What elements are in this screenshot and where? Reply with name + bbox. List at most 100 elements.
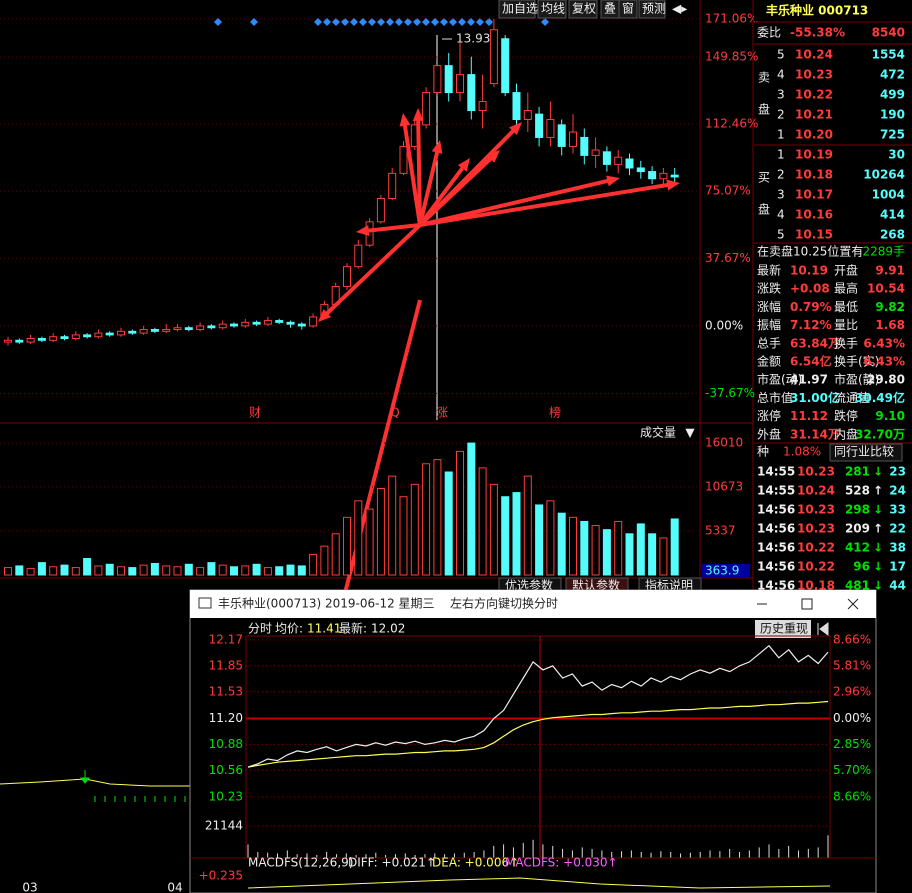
candle-body <box>546 119 555 138</box>
level: 3 <box>777 188 785 202</box>
y-tick-label: 10.88 <box>209 737 243 751</box>
y-tick-label: 10673 <box>705 480 743 494</box>
stat-value: 10.54 <box>867 282 905 296</box>
sector-label: 种 <box>757 445 769 459</box>
candle-body <box>94 332 103 338</box>
volume-bar <box>117 566 125 576</box>
buy-label: 盘 <box>758 202 770 217</box>
signal-diamond <box>377 18 385 26</box>
tick-direction: ↓ <box>873 465 883 479</box>
compare-bg[interactable] <box>829 443 903 462</box>
average-line <box>247 700 829 768</box>
candle-body <box>444 65 453 94</box>
tab[interactable]: 优选参数 <box>505 578 553 593</box>
level-price: 10.17 <box>795 188 833 202</box>
annotation-arrow <box>402 120 422 226</box>
close-button[interactable] <box>847 598 859 610</box>
volume-bar <box>670 518 679 576</box>
peak-label: 13.93 <box>456 32 490 46</box>
stat-label: 流通值 <box>834 390 870 405</box>
last-label: 最新: <box>339 621 367 636</box>
tick-direction: ↑ <box>873 522 883 536</box>
tick-price: 10.22 <box>797 541 835 555</box>
tab[interactable]: 默认参数 <box>572 578 620 593</box>
toolbar-button-bg[interactable] <box>618 0 638 19</box>
toolbar-button[interactable]: 预测 <box>642 2 666 16</box>
annotation-arrow <box>418 147 441 226</box>
y-tick-label-pct: 2.85% <box>833 737 871 751</box>
maximize-button[interactable] <box>801 598 813 610</box>
level-price: 10.22 <box>795 88 833 102</box>
candle-body <box>309 316 318 327</box>
event-marker: 榜 <box>549 405 561 420</box>
level-volume: 725 <box>880 128 905 142</box>
toolbar-button[interactable]: 加自选 <box>502 2 538 16</box>
volume-bar <box>602 529 611 576</box>
stat-label: 金额 <box>757 354 781 369</box>
replay-button[interactable]: 历史重现 <box>760 622 808 636</box>
annotation-arrow <box>416 115 422 226</box>
tick-count: 17 <box>889 560 906 574</box>
candle-body <box>196 325 205 331</box>
annotation-arrow-head <box>457 158 470 172</box>
tick-direction: ↓ <box>873 560 883 574</box>
toolbar-arrow[interactable]: ◀▸ <box>672 2 687 16</box>
sell-label: 盘 <box>758 102 770 117</box>
toolbar-button-bg[interactable] <box>568 0 598 19</box>
sell-label: 卖 <box>758 71 770 85</box>
toolbar-button[interactable]: 复权 <box>572 2 596 16</box>
signal-diamond <box>341 18 349 26</box>
toolbar-button-bg[interactable] <box>537 0 567 19</box>
volume-bar <box>456 450 464 576</box>
toolbar-button-bg[interactable] <box>498 0 536 19</box>
volume-bar <box>196 567 205 576</box>
level-price: 10.18 <box>795 168 833 182</box>
dropdown-icon[interactable]: ▼ <box>685 426 695 440</box>
last-value: 12.02 <box>371 622 405 636</box>
signal-diamond <box>323 18 331 26</box>
level: 1 <box>777 148 785 162</box>
candle-body <box>659 172 668 180</box>
level-volume: 10264 <box>863 168 905 182</box>
current-value-bg <box>702 564 750 578</box>
tick-volume: 281 <box>845 465 870 479</box>
candle-body <box>625 158 634 169</box>
toolbar-button[interactable]: 叠 <box>604 2 616 16</box>
compare-button[interactable]: 同行业比较 <box>834 444 894 459</box>
signal-diamond <box>359 18 367 26</box>
signal-diamond <box>214 18 222 26</box>
candle-body <box>354 244 363 268</box>
replay-icon[interactable] <box>817 622 829 636</box>
indicator-select[interactable]: 成交量 <box>640 425 676 440</box>
price-line <box>247 644 829 768</box>
tick-count: 38 <box>889 541 906 555</box>
toolbar-button[interactable]: 窗 <box>622 2 634 16</box>
signal-diamond <box>449 18 457 26</box>
stat-label: 涨跌 <box>757 281 781 296</box>
volume-bar <box>320 545 329 576</box>
stat-value: 31.14万 <box>790 427 840 441</box>
stat-value: 41.97 <box>790 373 828 387</box>
stat-label: 外盘 <box>757 426 781 441</box>
macd-label: DEA: +0.006↑ <box>432 856 519 870</box>
volume-bar <box>15 565 24 576</box>
popup-title: 丰乐种业(000713) 2019-06-12 星期三 <box>218 597 435 611</box>
annotation-arrow <box>322 223 422 318</box>
tick-direction: ↓ <box>873 503 883 517</box>
stat-value: 31.00亿 <box>790 390 840 405</box>
stat-label: 涨幅 <box>757 299 781 314</box>
replay-bg[interactable] <box>755 620 811 638</box>
level: 2 <box>777 168 785 182</box>
toolbar-button-bg[interactable] <box>638 0 666 19</box>
volume-bar <box>365 508 374 576</box>
y-tick-label: 12.17 <box>209 633 243 647</box>
candle-body <box>569 131 577 147</box>
tab[interactable]: 指标说明 <box>645 578 693 593</box>
stat-value: 9.91 <box>875 264 905 278</box>
volume-bar <box>523 475 532 576</box>
volume-bar <box>343 516 351 576</box>
tick-price: 10.23 <box>797 465 835 479</box>
volume-bar <box>105 563 114 576</box>
level-volume: 30 <box>888 148 905 162</box>
toolbar-button[interactable]: 均线 <box>541 2 565 16</box>
